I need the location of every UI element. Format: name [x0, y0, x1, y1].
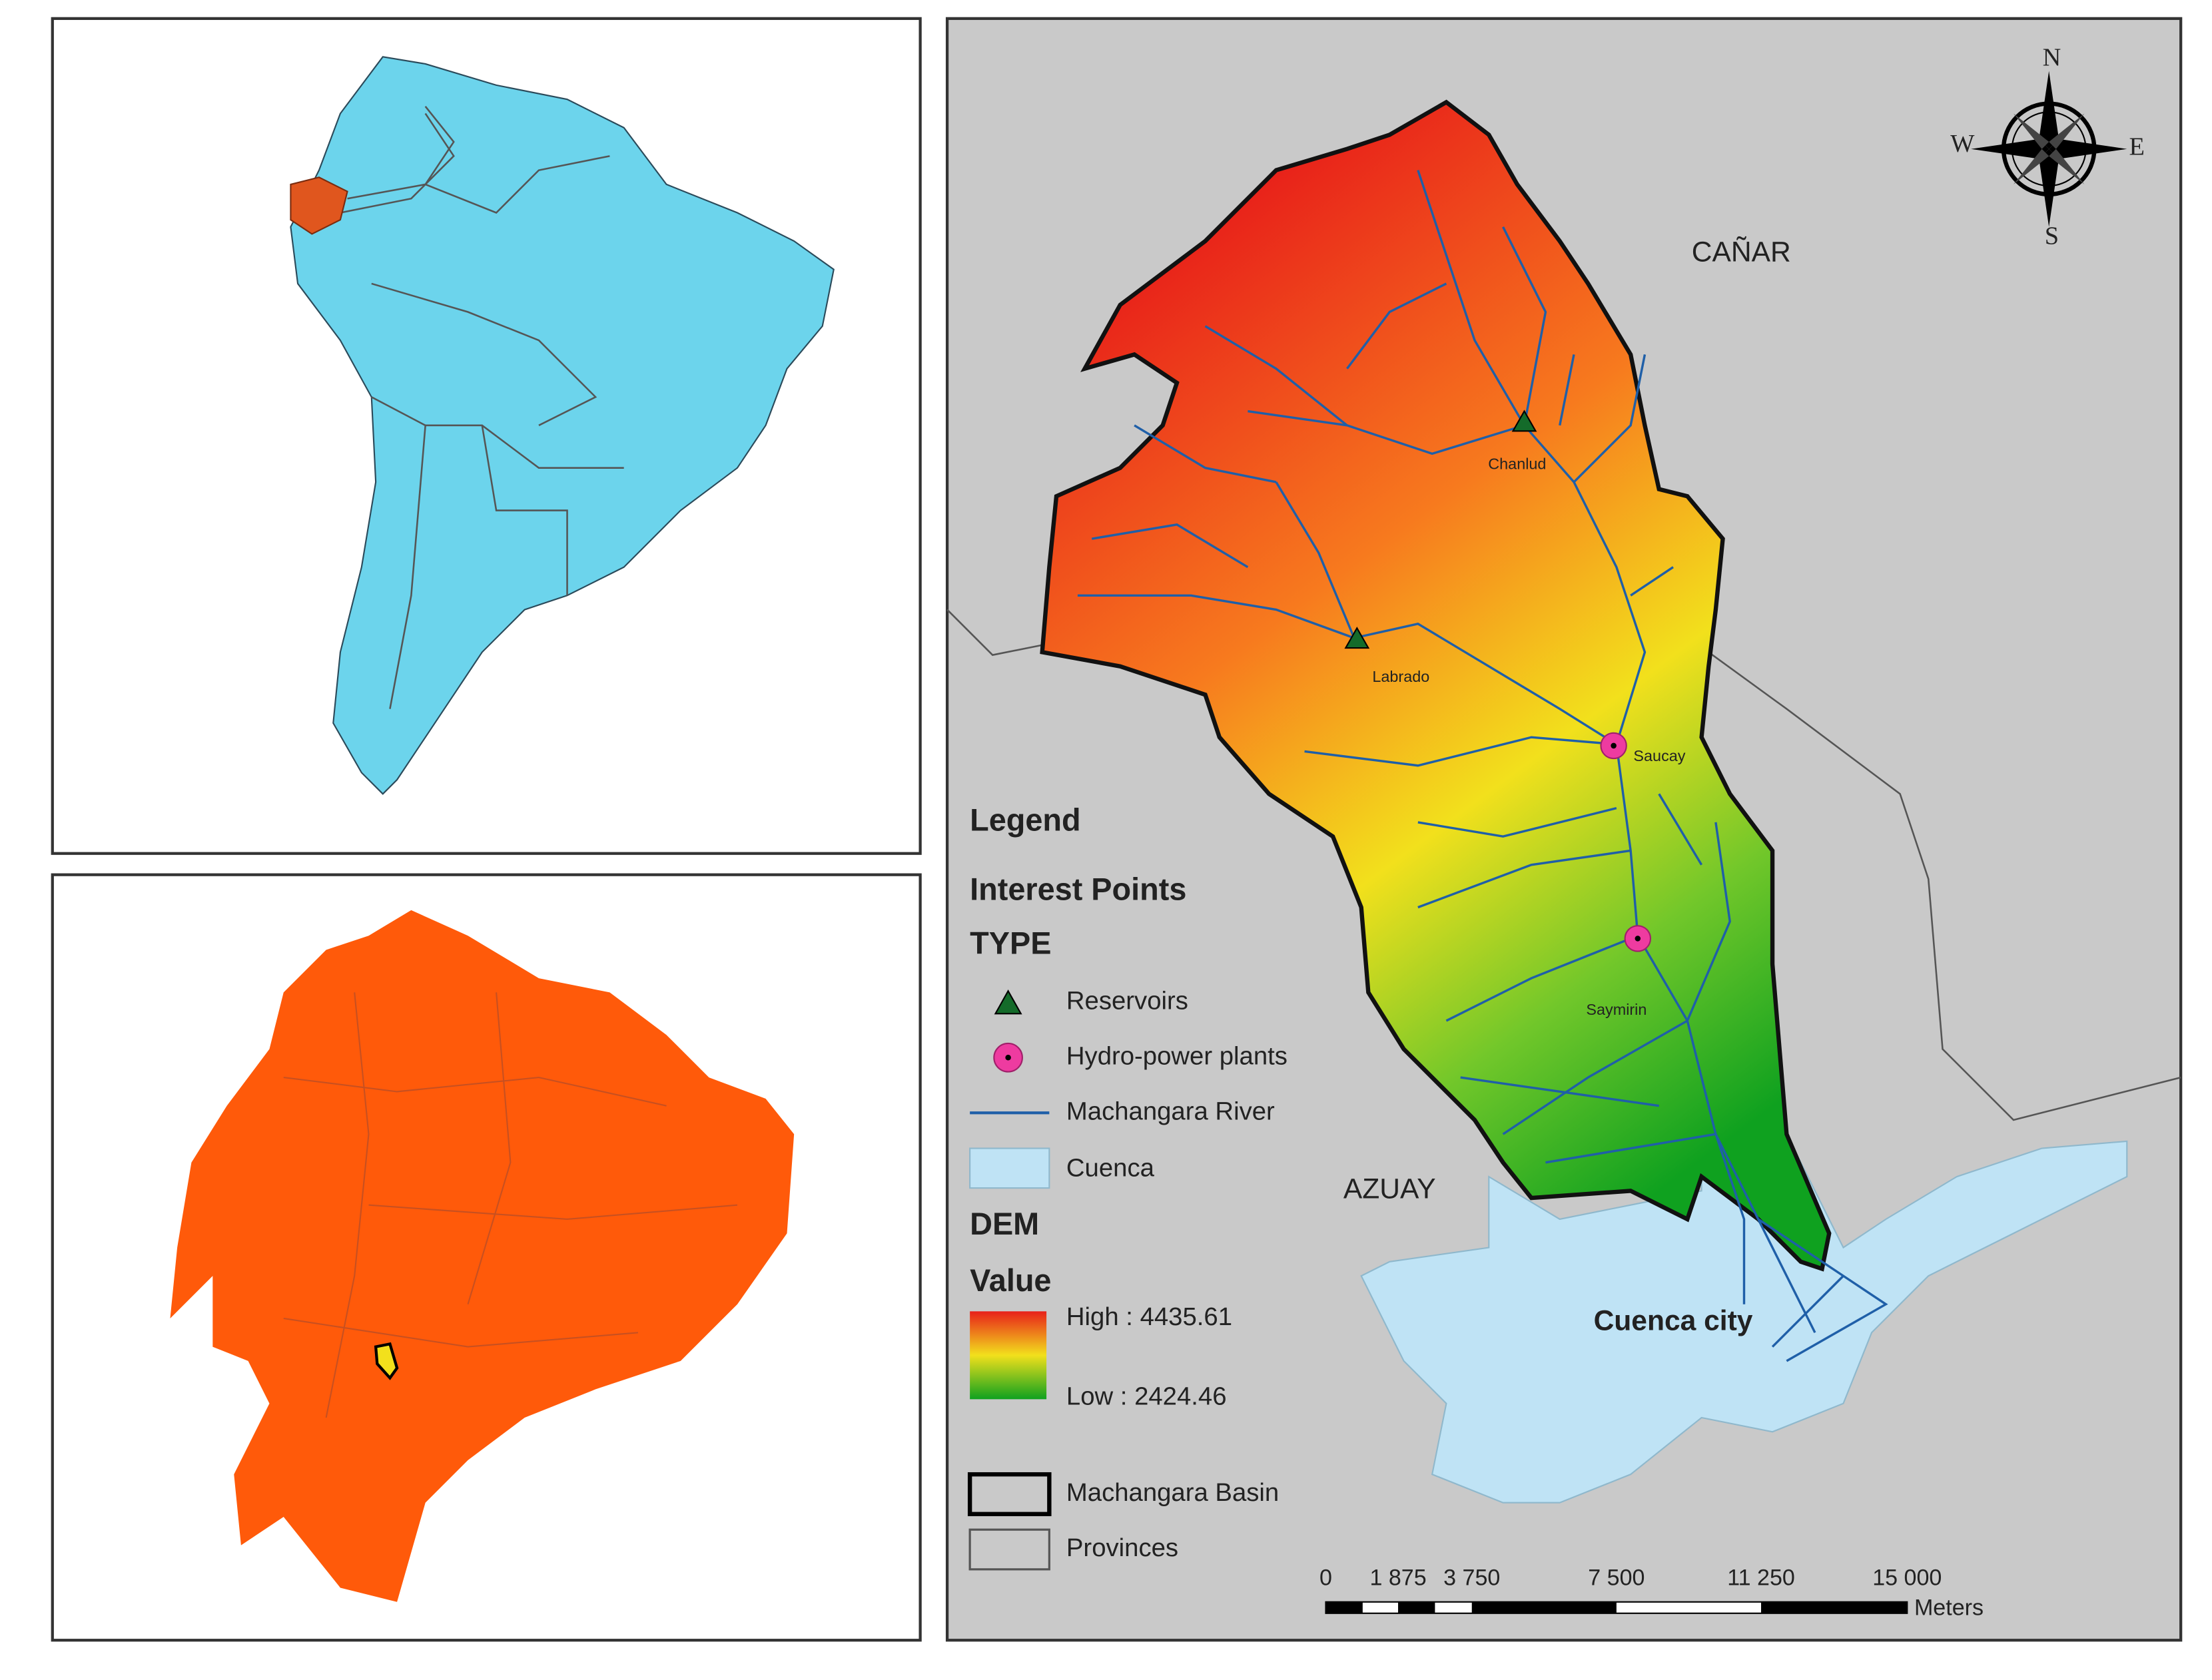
country-borders [340, 113, 455, 214]
scale-label: 11 250 [1727, 1565, 1795, 1591]
legend-dem-ramp [970, 1311, 1047, 1400]
compass-rose [1971, 71, 2127, 227]
map-shape [2039, 71, 2059, 149]
scale-label: 3 750 [1443, 1565, 1500, 1591]
legend-dem-low: Low : 2424.46 [1066, 1382, 1227, 1410]
map-shape [2049, 113, 2085, 149]
scale-bar [1325, 1601, 1908, 1614]
legend-item: Cuenca [1066, 1154, 1155, 1183]
map-shape [1471, 1601, 1617, 1613]
legend-item: Machangara River [1066, 1097, 1275, 1125]
place-label: Saymirin [1586, 1001, 1647, 1018]
ecuador-highlight [290, 176, 348, 235]
scale-label: 1 875 [1369, 1565, 1426, 1591]
tributaries [1091, 282, 1703, 1107]
country-borders [347, 106, 624, 709]
map-shape [2013, 148, 2049, 184]
city-label: Cuenca city [1594, 1305, 1753, 1337]
reservoir-marker [1344, 627, 1370, 649]
scale-label: 7 500 [1588, 1565, 1645, 1591]
compass-label: W [1950, 130, 1975, 158]
compass-label: N [2043, 43, 2061, 71]
legend-title: Legend [970, 802, 1081, 837]
machangara-basin [1040, 99, 1832, 1272]
scale-label: 0 [1319, 1565, 1332, 1591]
map-shape [1325, 1601, 1363, 1613]
legend-cuenca-symbol [969, 1147, 1050, 1189]
basin-inset [374, 1342, 399, 1380]
map-shape [2049, 148, 2085, 184]
hydro-plant-dot [1611, 742, 1617, 749]
province-boundary [946, 609, 2181, 1121]
legend-heading: DEM [970, 1207, 1039, 1241]
compass-label: S [2045, 222, 2059, 250]
map-shape [2013, 113, 2049, 149]
legend-heading: Value [970, 1263, 1051, 1298]
compass-label: E [2129, 133, 2144, 160]
region-label: CAÑAR [1692, 236, 1791, 268]
legend-item: Machangara Basin [1066, 1478, 1279, 1507]
legend-item: Reservoirs [1066, 986, 1188, 1015]
legend-basin-symbol [967, 1472, 1052, 1516]
hydro-plant-dot [1635, 936, 1641, 942]
ecuador-provinces [283, 992, 738, 1418]
legend-dem-high: High : 4435.61 [1066, 1302, 1232, 1331]
map-shape [2039, 148, 2059, 227]
map-shape [2049, 139, 2127, 159]
scale-label: 15 000 [1872, 1565, 1942, 1591]
reservoir-marker [1511, 410, 1537, 432]
legend-heading: TYPE [970, 926, 1051, 960]
legend-item: Hydro-power plants [1066, 1041, 1288, 1070]
legend-reservoir-symbol [994, 989, 1022, 1015]
place-label: Labrado [1372, 668, 1429, 685]
map-shape [1398, 1601, 1435, 1613]
region-label: AZUAY [1343, 1173, 1436, 1205]
scale-unit: Meters [1914, 1595, 1984, 1620]
south-america [290, 56, 835, 795]
legend-province-symbol [968, 1528, 1050, 1571]
map-shape [1971, 139, 2049, 159]
map-shape [1761, 1601, 1908, 1613]
place-label: Chanlud [1488, 455, 1546, 473]
legend-heading: Interest Points [970, 872, 1186, 907]
legend-hydro-dot [1005, 1055, 1011, 1061]
place-label: Saucay [1633, 747, 1685, 764]
legend-item: Provinces [1066, 1534, 1178, 1562]
